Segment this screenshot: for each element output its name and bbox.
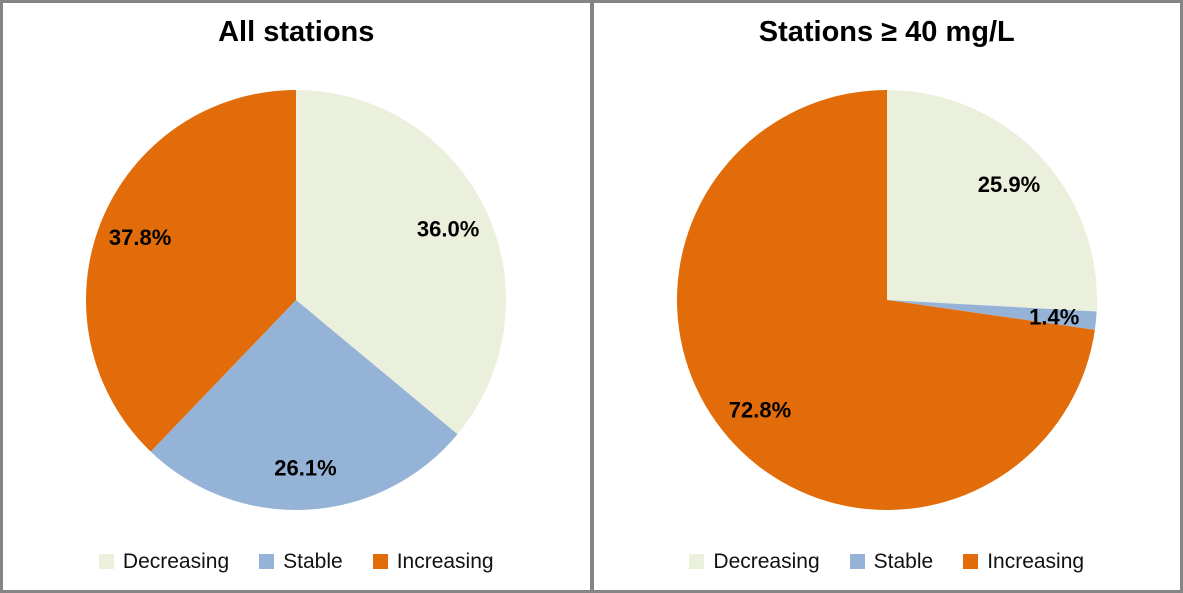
legend-label-decreasing: Decreasing: [713, 550, 820, 573]
pie-slice-stable: [150, 300, 458, 511]
pie-chart-area: 36.0% 26.1% 37.8%: [3, 50, 590, 551]
legend-label-decreasing: Decreasing: [122, 550, 230, 573]
legend-item-stable: Stable: [259, 551, 343, 572]
pie-chart: 36.0% 26.1% 37.8%: [86, 90, 507, 511]
legend-swatch-stable: [259, 554, 275, 569]
pie-slice-decreasing: [886, 90, 1097, 312]
chart-title: All stations: [218, 16, 375, 48]
pie-chart-area: 25.9% 1.4% 72.8%: [594, 50, 1181, 551]
chart-legend: Decreasing Stable Increasing: [98, 550, 494, 573]
legend-swatch-decreasing: [98, 554, 114, 569]
pie-slice-increasing: [86, 90, 297, 453]
legend-swatch-decreasing: [689, 554, 705, 569]
legend-label-increasing: Increasing: [987, 550, 1085, 573]
pie-label-decreasing: 36.0%: [417, 217, 479, 242]
legend-label-stable: Stable: [283, 550, 343, 573]
legend-item-increasing: Increasing: [372, 550, 494, 573]
pie-slice-stable: [886, 300, 1097, 331]
pie-label-stable: 26.1%: [275, 456, 337, 481]
chart-legend: Decreasing Stable Increasing: [689, 551, 1084, 572]
legend-swatch-increasing: [963, 554, 979, 569]
chart-panel-all-stations: All stations 36.0% 26.1% 37.8% Decreasing …: [3, 3, 590, 590]
legend-swatch-increasing: [372, 554, 388, 569]
chart-panel-stations-ge-40: Stations ≥ 40 mg/L 25.9% 1.4% 72.8% Decrea…: [589, 3, 1181, 590]
legend-label-increasing: Increasing: [396, 550, 494, 573]
pie-slice-decreasing: [296, 90, 507, 435]
chart-title: Stations ≥ 40 mg/L: [758, 16, 1015, 48]
pie-slice-increasing: [676, 90, 1095, 511]
legend-item-increasing: Increasing: [963, 551, 1084, 572]
pie-label-decreasing: 25.9%: [978, 173, 1040, 198]
legend-item-decreasing: Decreasing: [689, 550, 820, 573]
legend-label-stable: Stable: [873, 550, 934, 573]
pie-label-increasing: 37.8%: [109, 225, 171, 250]
pie-label-increasing: 72.8%: [729, 398, 791, 423]
legend-swatch-stable: [849, 554, 865, 569]
legend-item-decreasing: Decreasing: [98, 550, 230, 573]
pie-chart: 25.9% 1.4% 72.8%: [676, 90, 1097, 511]
legend-item-stable: Stable: [849, 550, 934, 573]
pie-label-stable: 1.4%: [1029, 305, 1079, 330]
